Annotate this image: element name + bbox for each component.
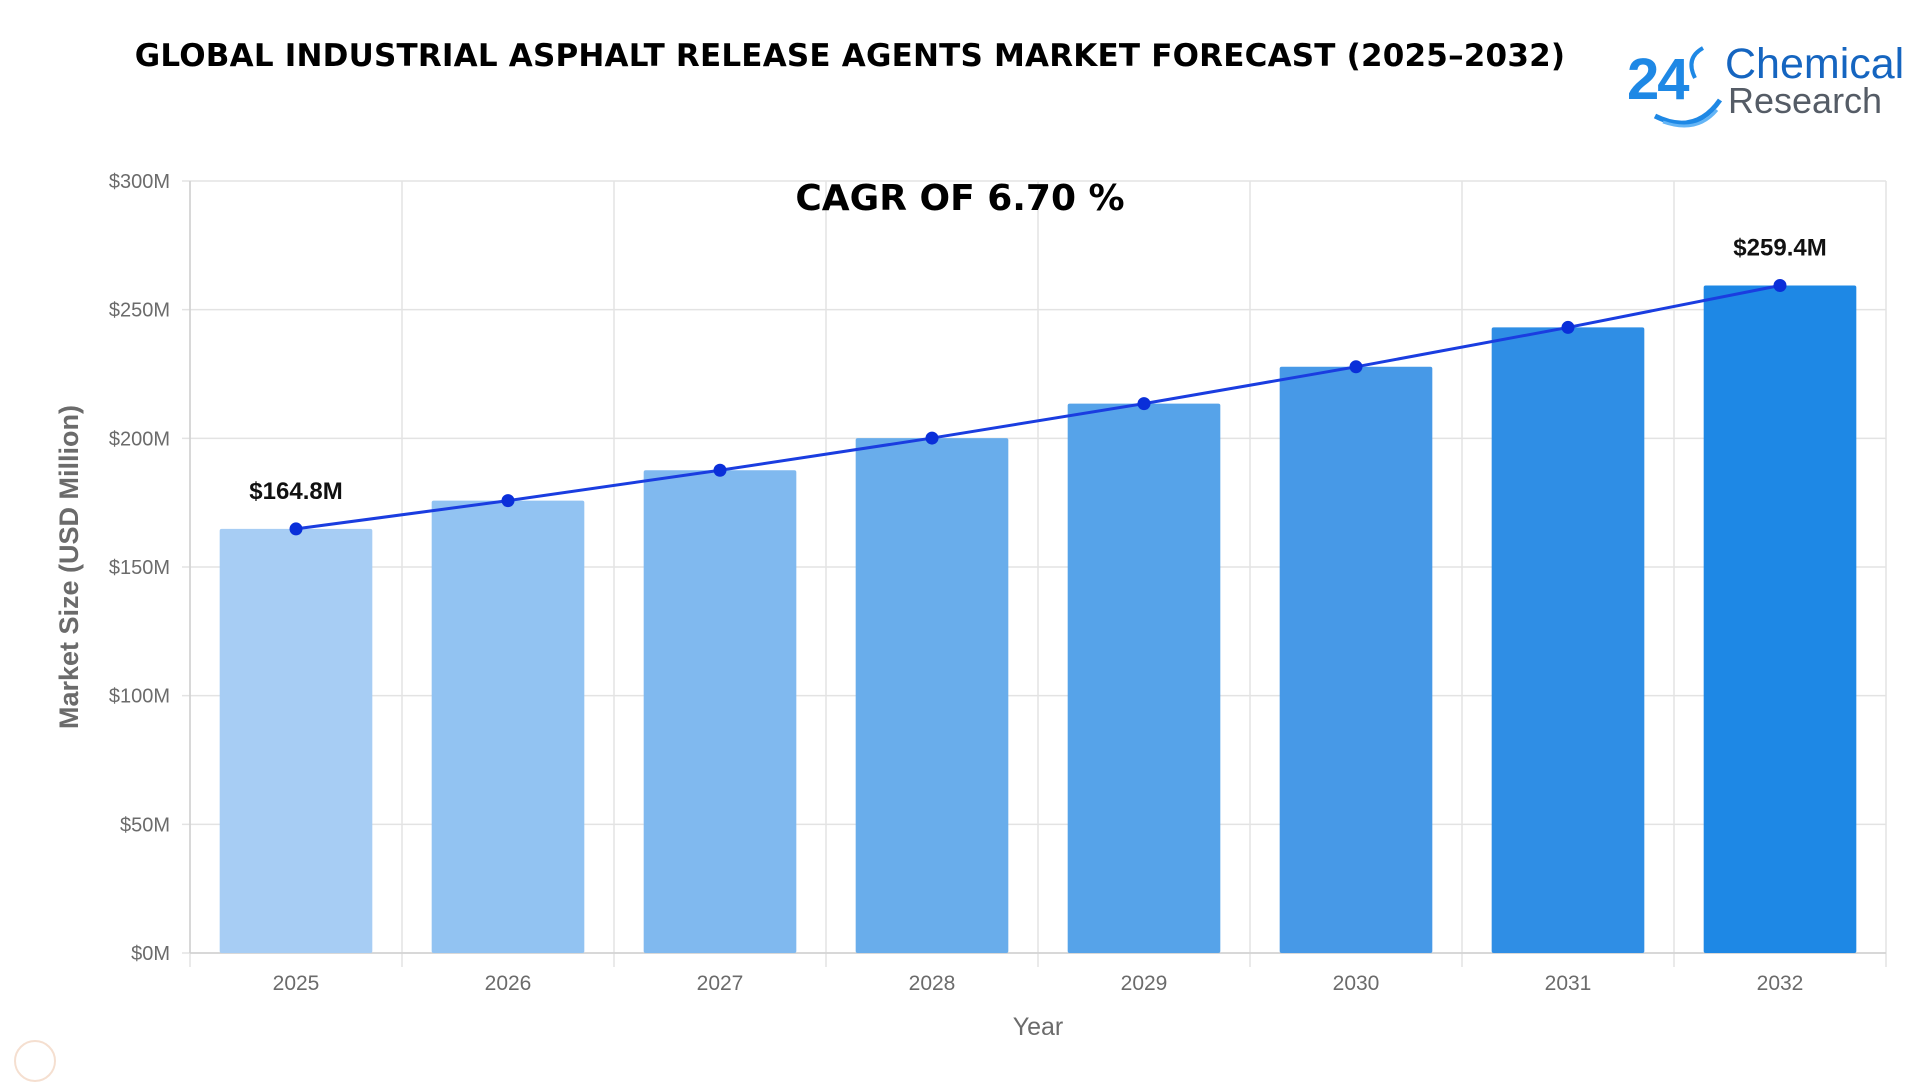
bar-2028 bbox=[855, 438, 1009, 953]
trend-point-2029 bbox=[1137, 397, 1151, 411]
brand-logo: 24 Chemical Research bbox=[1625, 38, 1905, 128]
bar-2030 bbox=[1279, 366, 1433, 953]
x-tick-label: 2027 bbox=[697, 972, 744, 995]
x-tick-label: 2032 bbox=[1757, 972, 1804, 995]
x-tick-label: 2031 bbox=[1545, 972, 1592, 995]
y-tick-label: $150M bbox=[109, 557, 170, 579]
y-tick-label: $300M bbox=[109, 171, 170, 193]
x-axis-title: Year bbox=[1013, 1013, 1064, 1041]
x-tick-label: 2025 bbox=[273, 972, 320, 995]
logo-text-chemical: Chemical bbox=[1725, 40, 1905, 88]
bar-2029 bbox=[1067, 403, 1221, 953]
logo-number: 24 bbox=[1627, 47, 1689, 112]
y-tick-label: $200M bbox=[109, 428, 170, 450]
y-tick-label: $50M bbox=[120, 814, 170, 836]
trend-point-2030 bbox=[1349, 360, 1363, 374]
bar-2025 bbox=[219, 528, 373, 953]
data-label-2032: $259.4M bbox=[1733, 234, 1826, 261]
logo-text-research: Research bbox=[1728, 80, 1883, 121]
trend-point-2026 bbox=[501, 494, 515, 508]
x-tick-label: 2028 bbox=[909, 972, 956, 995]
trend-point-2028 bbox=[925, 431, 939, 445]
trend-point-2025 bbox=[289, 522, 303, 536]
data-label-2025: $164.8M bbox=[249, 478, 342, 505]
watermark-icon bbox=[14, 1040, 56, 1082]
y-tick-label: $100M bbox=[109, 686, 170, 708]
bar-2027 bbox=[643, 470, 797, 953]
x-tick-label: 2029 bbox=[1121, 972, 1168, 995]
page-title: GLOBAL INDUSTRIAL ASPHALT RELEASE AGENTS… bbox=[134, 38, 1566, 74]
trend-line bbox=[295, 284, 1781, 531]
bar-2026 bbox=[431, 500, 585, 953]
x-tick-label: 2026 bbox=[485, 972, 532, 995]
trend-point-2032 bbox=[1773, 278, 1787, 292]
bar-2032 bbox=[1703, 285, 1857, 954]
y-axis-title: Market Size (USD Million) bbox=[54, 405, 84, 729]
y-tick-label: $250M bbox=[109, 300, 170, 322]
y-tick-label: $0M bbox=[131, 943, 170, 965]
x-tick-label: 2030 bbox=[1333, 972, 1380, 995]
bar-2031 bbox=[1491, 327, 1645, 953]
trend-point-2027 bbox=[713, 463, 727, 477]
cagr-label: CAGR OF 6.70 % bbox=[795, 178, 1125, 219]
logo-swoosh-icon bbox=[1653, 46, 1723, 128]
trend-point-2031 bbox=[1561, 320, 1575, 334]
